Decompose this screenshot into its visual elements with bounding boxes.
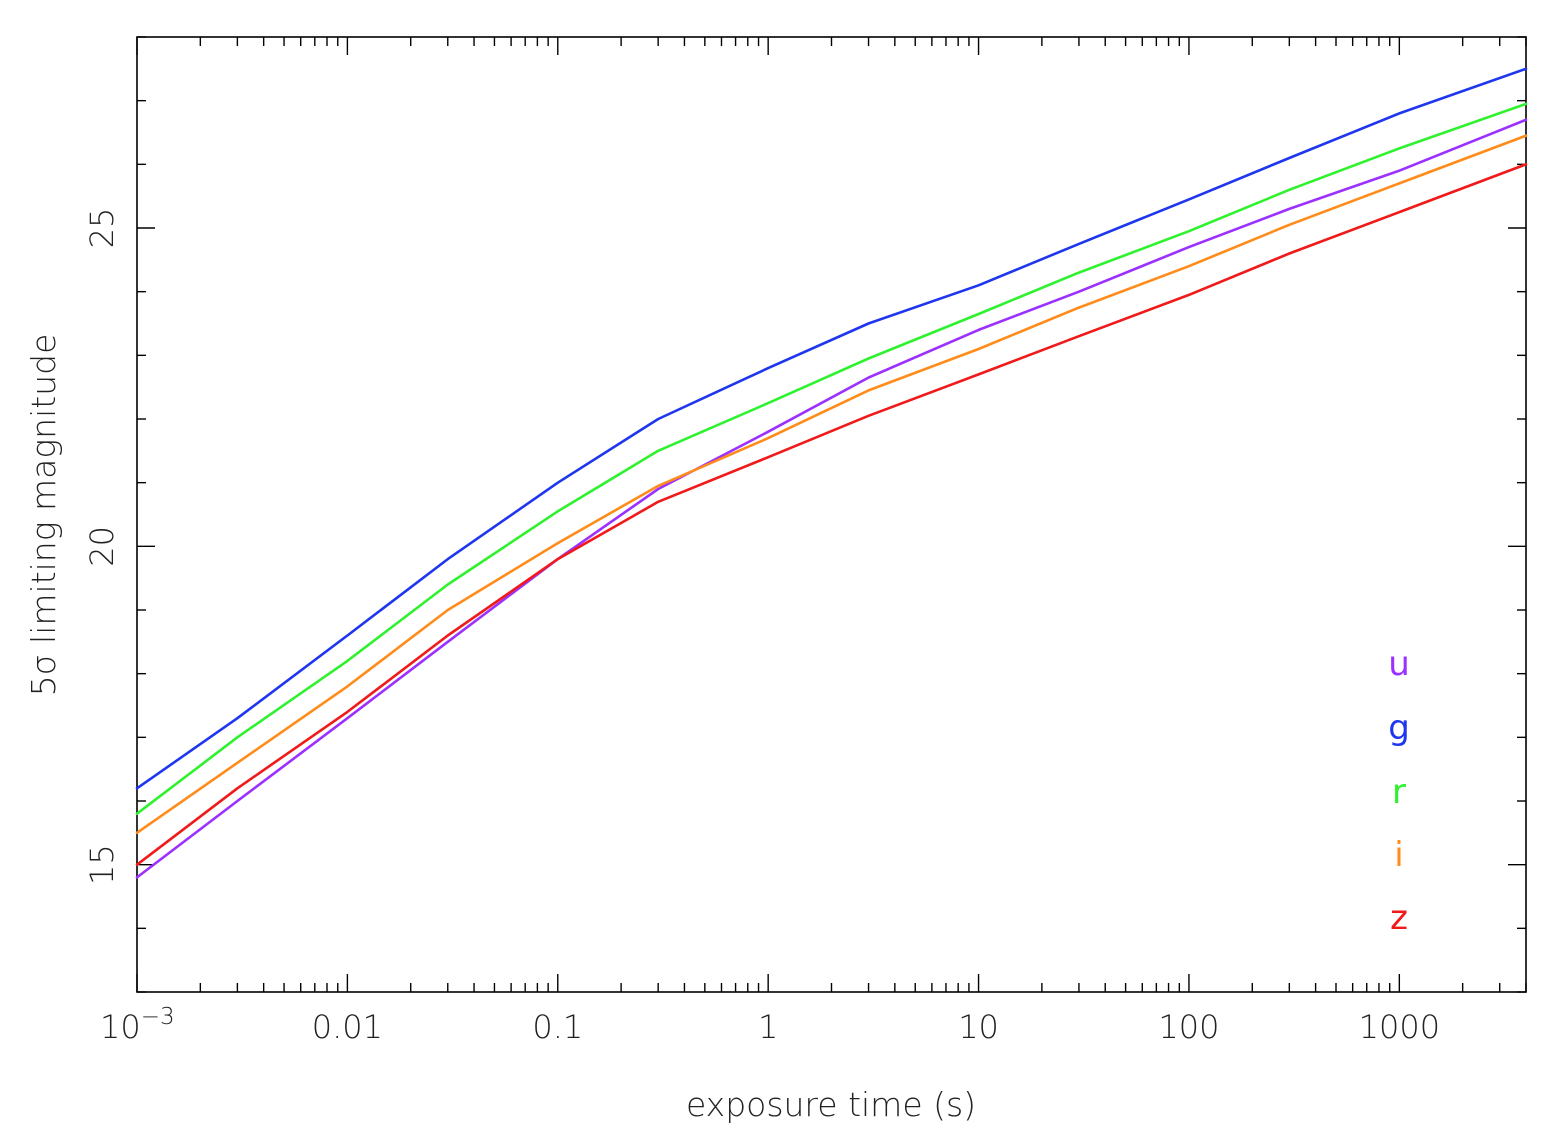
y-axis-label: 5σ limiting magnitude bbox=[24, 334, 63, 697]
series-lines bbox=[135, 67, 1528, 879]
x-tick-label-base: 1000 bbox=[1359, 1008, 1440, 1046]
axis-ticks bbox=[136, 36, 1527, 993]
x-tick-label-base: 10 bbox=[958, 1008, 999, 1046]
x-tick-label: 100 bbox=[1158, 1008, 1219, 1046]
x-tick-label: 0.01 bbox=[312, 1008, 383, 1046]
legend-label-u: u bbox=[1388, 644, 1410, 684]
series-line-u bbox=[135, 118, 1528, 879]
legend-label-z: z bbox=[1390, 898, 1408, 938]
x-tick-label-base: 1 bbox=[758, 1008, 778, 1046]
x-tick-label: 0.1 bbox=[532, 1008, 583, 1046]
x-tick-label: 1 bbox=[758, 1008, 778, 1046]
series-line-r bbox=[135, 102, 1528, 816]
y-tick-label: 20 bbox=[83, 526, 121, 567]
x-tick-label-base: 0.1 bbox=[532, 1008, 583, 1046]
y-tick-label: 25 bbox=[83, 208, 121, 249]
x-tick-label-exponent: −3 bbox=[141, 1004, 175, 1030]
legend-label-i: i bbox=[1394, 835, 1403, 875]
x-tick-label: 10 bbox=[958, 1008, 999, 1046]
legend-label-r: r bbox=[1392, 772, 1406, 812]
series-line-g bbox=[135, 67, 1528, 790]
x-tick-label: 10−3 bbox=[100, 1004, 175, 1046]
series-line-z bbox=[135, 163, 1528, 867]
y-tick-label: 15 bbox=[83, 844, 121, 885]
series-line-i bbox=[135, 134, 1528, 835]
x-tick-label-base: 0.01 bbox=[312, 1008, 383, 1046]
x-axis-label: exposure time (s) bbox=[686, 1085, 976, 1124]
x-tick-label-base: 10 bbox=[100, 1008, 141, 1046]
legend-label-g: g bbox=[1388, 708, 1410, 748]
x-tick-label-base: 100 bbox=[1158, 1008, 1219, 1046]
x-tick-label: 1000 bbox=[1359, 1008, 1440, 1046]
